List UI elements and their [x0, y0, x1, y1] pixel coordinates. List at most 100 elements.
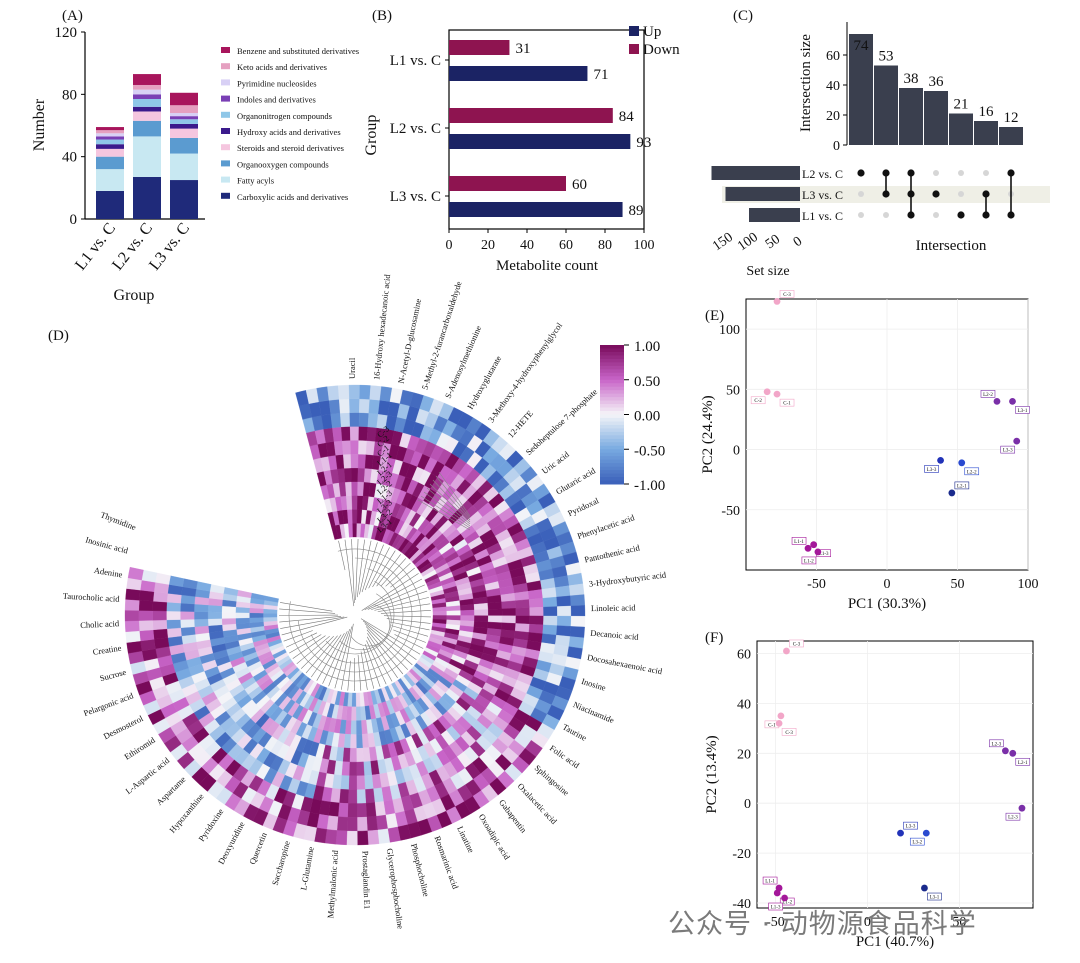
tick-label-c-setsize: 150 — [710, 230, 736, 254]
tick-label-f-y: -20 — [732, 847, 751, 862]
heatmap-cell-d — [332, 426, 343, 442]
colorbar-segment-d — [600, 480, 624, 485]
axis-title-a-y: Number — [31, 98, 48, 151]
dendrogram-branch-d — [292, 635, 326, 659]
colorbar-segment-d — [600, 358, 624, 363]
tick-label-b-y: L2 vs. C — [390, 121, 441, 137]
metabolite-label-d: Niacinamide — [572, 699, 616, 725]
heatmap-cell-d — [350, 706, 357, 721]
dendrogram-branch-d — [310, 634, 342, 678]
matrix-dot-c — [858, 212, 864, 218]
scatter-point-f — [781, 894, 788, 902]
heatmap-cell-d — [363, 761, 372, 776]
colorbar-segment-d — [600, 414, 624, 419]
point-label-box-e — [954, 481, 970, 490]
dendrogram-branch-d — [347, 660, 351, 691]
dendrogram-branch-d — [364, 623, 413, 666]
bar-segment-a — [170, 137, 198, 154]
legend-swatch-a — [221, 160, 230, 167]
point-label-f: L2-1 — [1018, 761, 1028, 766]
colorbar-segment-d — [600, 449, 624, 454]
heatmap-cell-d — [349, 748, 357, 763]
heatmap-cell-d — [556, 595, 572, 607]
dendrogram-branch-d — [380, 558, 407, 587]
metabolite-label-d: Linoleic acid — [591, 602, 637, 613]
point-label-box-e — [980, 390, 996, 398]
tick-label-c-setsize: 100 — [735, 230, 761, 254]
colorbar-segment-d — [600, 452, 624, 457]
bar-b-down — [449, 108, 613, 123]
heatmap-cell-d — [180, 602, 195, 612]
bar-b-down — [449, 176, 566, 191]
tick-label-c-y: 60 — [826, 49, 840, 64]
sample-dendrogram-d — [429, 483, 471, 523]
heatmap-cell-d — [356, 816, 368, 832]
heatmap-cell-d — [375, 814, 388, 831]
heatmap-cell-d — [207, 618, 223, 626]
heatmap-cell-d — [543, 615, 558, 626]
legend-swatch-a — [221, 176, 230, 183]
dendrogram-branch-d — [344, 539, 355, 607]
colorbar-tick-label-d: -1.00 — [634, 478, 665, 494]
tick-label-f-x: 50 — [952, 915, 966, 930]
heatmap-cell-d — [349, 398, 360, 413]
point-label-e: L1-2 — [804, 559, 814, 564]
metabolite-label-d: Pelargonic acid — [82, 690, 135, 718]
heatmap-cell-d — [343, 453, 352, 469]
dendrogram-arc-d — [310, 568, 404, 664]
heatmap-cell-d — [369, 385, 382, 401]
heatmap-cell-d — [221, 605, 236, 613]
heatmap-cell-d — [348, 384, 360, 400]
dendrogram-branch-d — [364, 644, 381, 687]
matrix-dot-c — [958, 191, 964, 197]
heatmap-cell-d — [340, 775, 350, 790]
heatmap-cell-d — [474, 609, 489, 616]
heatmap-cell-d — [364, 774, 374, 790]
dendrogram-branch-d — [279, 602, 333, 612]
heatmap-cell-d — [125, 588, 141, 601]
heatmap-cell-d — [515, 615, 530, 625]
tick-label-b-y: L1 vs. C — [390, 53, 441, 69]
colorbar-segment-d — [600, 463, 624, 468]
dendrogram-arc-d — [325, 580, 395, 655]
heatmap-cell-d — [368, 399, 381, 415]
sample-dendrogram-d — [420, 495, 471, 529]
tick-label-c-y: 0 — [833, 139, 840, 154]
metabolite-label-d: Saccharopine — [270, 839, 292, 886]
point-label-f: L3-1 — [930, 896, 940, 901]
legend-label-a: Benzene and substituted derivatives — [237, 46, 359, 56]
legend-label-a: Fatty acyls — [237, 176, 274, 186]
point-label-e: L3-3 — [1003, 449, 1013, 454]
heatmap-cell-d — [193, 603, 209, 613]
scatter-point-e — [804, 544, 812, 552]
metabolite-label-d: Quercetin — [247, 830, 269, 866]
heatmap-cell-d — [473, 602, 489, 611]
point-label-e: L2-1 — [957, 484, 967, 489]
dendrogram-branch-d — [289, 634, 322, 654]
tick-label-e-x: -50 — [807, 577, 826, 592]
colorbar-segment-d — [600, 348, 624, 353]
colorbar-segment-d — [600, 400, 624, 405]
heatmap-cell-d — [207, 611, 222, 620]
heatmap-cell-d — [367, 829, 380, 845]
heatmap-cell-d — [356, 803, 367, 818]
heatmap-cell-d — [138, 600, 154, 611]
heatmap-cell-d — [326, 815, 339, 831]
point-label-box-f — [909, 837, 925, 846]
dendrogram-branch-d — [360, 618, 421, 655]
heatmap-cell-d — [263, 612, 278, 618]
point-label-box-e — [750, 396, 766, 405]
legend-swatch-a — [221, 128, 230, 134]
heatmap-cell-d — [333, 440, 344, 456]
dendrogram-branch-d — [340, 623, 354, 690]
heatmap-cell-d — [335, 454, 345, 470]
tick-label-c-y: 20 — [826, 109, 840, 124]
heatmap-cell-d — [348, 775, 357, 790]
point-label-e: L3-3 — [927, 468, 937, 473]
heatmap-cell-d — [527, 589, 543, 600]
heatmap-cell-d — [347, 789, 358, 804]
metabolite-label-d: Inosine — [580, 676, 607, 693]
dendrogram-branch-d — [363, 647, 375, 689]
bar-segment-a — [133, 106, 161, 112]
